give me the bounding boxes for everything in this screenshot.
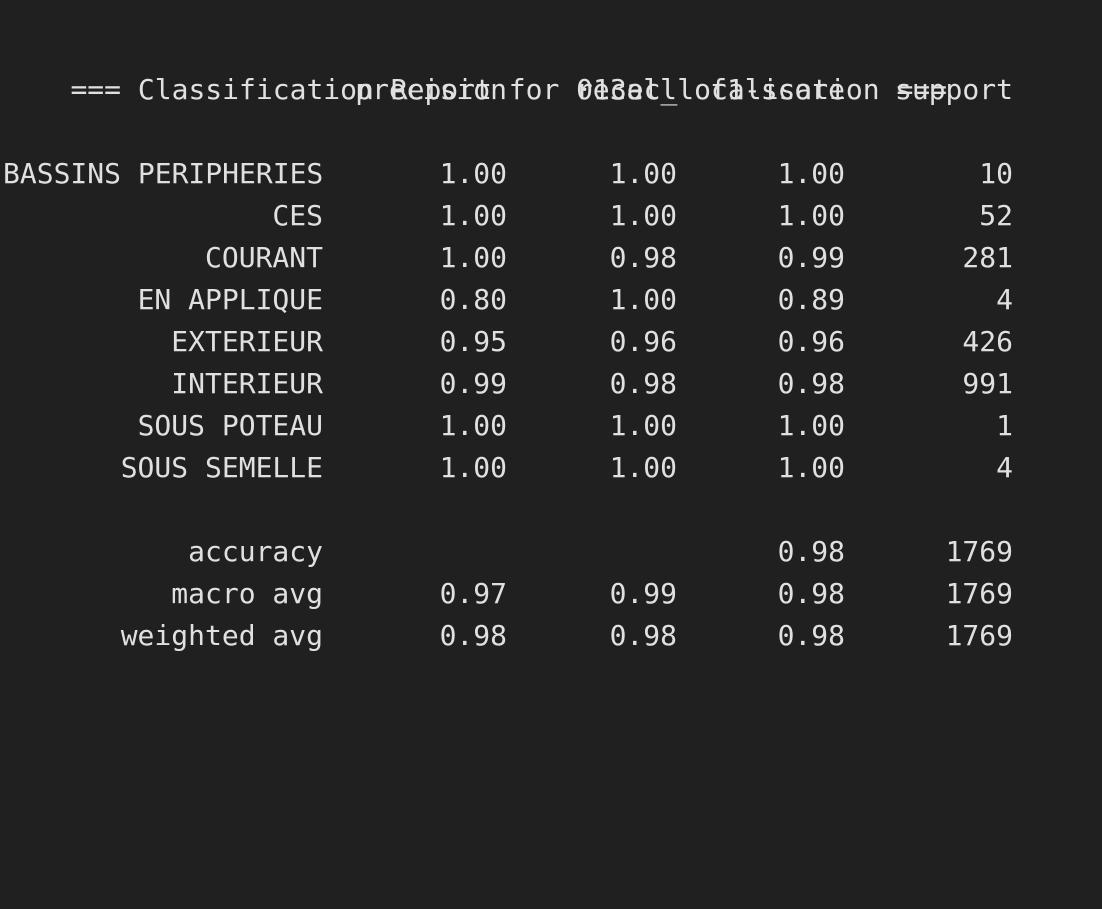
row-label: macro avg bbox=[171, 577, 323, 610]
row-support: 10 bbox=[979, 157, 1013, 190]
table-row: EN APPLIQUE 0.80 1.00 0.89 4 bbox=[3, 279, 1102, 321]
row-f1-score: 0.99 bbox=[777, 241, 845, 274]
row-support: 1769 bbox=[945, 535, 1013, 568]
row-f1-score: 0.98 bbox=[777, 535, 845, 568]
row-recall: 0.98 bbox=[609, 619, 677, 652]
row-f1-score: 0.89 bbox=[777, 283, 845, 316]
row-recall: 0.98 bbox=[609, 367, 677, 400]
row-recall: 1.00 bbox=[609, 199, 677, 232]
row-precision: 0.80 bbox=[439, 283, 507, 316]
row-support: 1 bbox=[996, 409, 1013, 442]
table-row: BASSINS PERIPHERIES 1.00 1.00 1.00 10 bbox=[3, 153, 1102, 195]
summary-row-accuracy: accuracy 0.98 1769 bbox=[3, 531, 1102, 573]
row-precision: 1.00 bbox=[439, 241, 507, 274]
row-precision: 1.00 bbox=[439, 157, 507, 190]
row-recall: 0.96 bbox=[609, 325, 677, 358]
table-row: COURANT 1.00 0.98 0.99 281 bbox=[3, 237, 1102, 279]
row-f1-score: 0.98 bbox=[777, 619, 845, 652]
table-row: INTERIEUR 0.99 0.98 0.98 991 bbox=[3, 363, 1102, 405]
row-label: EN APPLIQUE bbox=[137, 283, 323, 316]
row-label: BASSINS PERIPHERIES bbox=[3, 157, 324, 190]
row-precision: 1.00 bbox=[439, 199, 507, 232]
header-support: support bbox=[894, 73, 1013, 106]
row-f1-score: 1.00 bbox=[777, 199, 845, 232]
header-f1-score: f1-score bbox=[710, 73, 845, 106]
row-f1-score: 0.96 bbox=[777, 325, 845, 358]
header-row: precision recall f1-score support bbox=[3, 69, 1102, 111]
row-label: SOUS SEMELLE bbox=[120, 451, 323, 484]
row-label: EXTERIEUR bbox=[171, 325, 323, 358]
row-precision: 0.97 bbox=[439, 577, 507, 610]
row-support: 52 bbox=[979, 199, 1013, 232]
row-label: SOUS POTEAU bbox=[137, 409, 323, 442]
row-label: COURANT bbox=[204, 241, 323, 274]
row-f1-score: 0.98 bbox=[777, 577, 845, 610]
row-recall: 1.00 bbox=[609, 409, 677, 442]
row-label: CES bbox=[272, 199, 323, 232]
row-precision: 0.95 bbox=[439, 325, 507, 358]
row-label: accuracy bbox=[188, 535, 323, 568]
summary-row-macro-avg: macro avg 0.97 0.99 0.98 1769 bbox=[3, 573, 1102, 615]
report-title: === Classification Report for 013ec_loca… bbox=[3, 27, 947, 106]
row-recall: 1.00 bbox=[609, 451, 677, 484]
report-title-text: === Classification Report for 013ec_loca… bbox=[70, 73, 948, 106]
row-precision: 0.99 bbox=[439, 367, 507, 400]
row-support: 4 bbox=[996, 451, 1013, 484]
row-f1-score: 1.00 bbox=[777, 157, 845, 190]
row-f1-score: 1.00 bbox=[777, 451, 845, 484]
table-row: EXTERIEUR 0.95 0.96 0.96 426 bbox=[3, 321, 1102, 363]
terminal-output: === Classification Report for 013ec_loca… bbox=[3, 27, 1102, 657]
row-precision: 0.98 bbox=[439, 619, 507, 652]
row-precision: 1.00 bbox=[439, 451, 507, 484]
table-row: SOUS SEMELLE 1.00 1.00 1.00 4 bbox=[3, 447, 1102, 489]
row-recall: 1.00 bbox=[609, 283, 677, 316]
row-recall: 0.99 bbox=[609, 577, 677, 610]
row-support: 426 bbox=[962, 325, 1013, 358]
row-f1-score: 1.00 bbox=[777, 409, 845, 442]
header-recall: recall bbox=[575, 73, 677, 106]
row-support: 1769 bbox=[945, 619, 1013, 652]
table-row: SOUS POTEAU 1.00 1.00 1.00 1 bbox=[3, 405, 1102, 447]
row-recall: 0.98 bbox=[609, 241, 677, 274]
row-precision: 1.00 bbox=[439, 409, 507, 442]
row-support: 991 bbox=[962, 367, 1013, 400]
row-support: 4 bbox=[996, 283, 1013, 316]
row-support: 281 bbox=[962, 241, 1013, 274]
row-recall: 1.00 bbox=[609, 157, 677, 190]
row-f1-score: 0.98 bbox=[777, 367, 845, 400]
header-precision: precision bbox=[355, 73, 507, 106]
table-row: CES 1.00 1.00 1.00 52 bbox=[3, 195, 1102, 237]
row-label: weighted avg bbox=[120, 619, 323, 652]
row-label: INTERIEUR bbox=[171, 367, 323, 400]
summary-row-weighted-avg: weighted avg 0.98 0.98 0.98 1769 bbox=[3, 615, 1102, 657]
row-support: 1769 bbox=[945, 577, 1013, 610]
